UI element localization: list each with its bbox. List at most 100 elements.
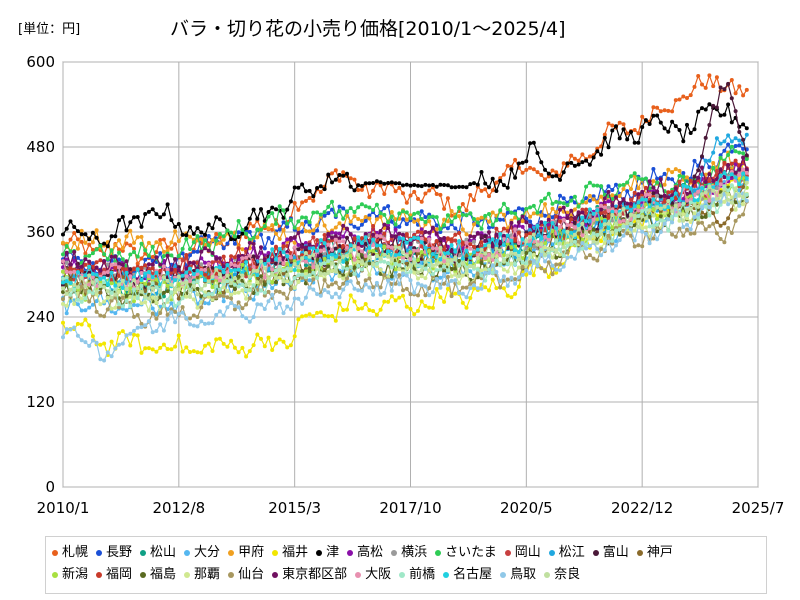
data-point	[386, 278, 391, 283]
data-point	[94, 272, 99, 277]
data-point	[696, 175, 701, 180]
data-point	[274, 231, 278, 236]
data-point	[240, 256, 245, 261]
data-point	[692, 127, 697, 132]
data-point	[397, 282, 402, 287]
data-point	[378, 180, 383, 185]
data-point	[247, 229, 252, 234]
data-point	[744, 157, 749, 161]
data-point	[546, 174, 551, 179]
data-point	[262, 282, 267, 287]
data-point	[311, 265, 316, 270]
data-point	[681, 233, 686, 238]
data-point	[356, 307, 361, 311]
data-point	[307, 188, 312, 193]
data-point	[382, 192, 387, 196]
data-point	[105, 273, 110, 277]
data-point	[487, 212, 491, 216]
data-point	[307, 273, 312, 278]
data-point	[191, 313, 196, 318]
data-point	[124, 286, 129, 291]
data-point	[722, 175, 727, 180]
data-point	[221, 264, 226, 269]
data-point	[524, 220, 529, 225]
data-point	[135, 254, 140, 259]
data-point	[229, 301, 234, 305]
data-point	[285, 207, 290, 212]
data-point	[240, 270, 245, 275]
data-point	[105, 262, 110, 267]
data-point	[591, 256, 596, 261]
data-point	[326, 290, 331, 295]
data-point	[438, 192, 443, 197]
data-point	[124, 293, 129, 298]
data-point	[165, 278, 170, 283]
data-point	[326, 204, 331, 209]
data-point	[494, 180, 499, 185]
data-point	[651, 213, 656, 218]
grid-lines	[62, 61, 759, 488]
data-point	[367, 255, 372, 260]
data-point	[587, 180, 592, 185]
data-point	[543, 241, 547, 246]
data-point	[662, 126, 667, 131]
data-point	[427, 286, 432, 291]
data-point	[733, 200, 738, 205]
data-point	[143, 289, 148, 294]
data-point	[79, 268, 84, 273]
legend-label: 仙台	[238, 567, 265, 582]
data-point	[333, 234, 338, 239]
data-point	[79, 308, 84, 313]
data-point	[318, 258, 323, 263]
data-point	[285, 261, 290, 266]
data-point	[625, 189, 630, 194]
data-point	[150, 281, 155, 286]
data-point	[673, 203, 678, 208]
data-point	[681, 139, 686, 144]
data-point	[244, 296, 249, 301]
data-point	[195, 226, 200, 231]
legend-label: 津	[326, 545, 340, 560]
data-point	[490, 237, 495, 242]
data-point	[300, 182, 305, 187]
data-point	[427, 249, 432, 253]
data-point	[68, 219, 73, 224]
data-point	[744, 176, 749, 181]
data-point	[326, 254, 331, 259]
data-point	[113, 292, 118, 297]
data-point	[524, 233, 529, 237]
data-point	[386, 226, 391, 231]
data-point	[445, 196, 450, 201]
data-point	[688, 231, 693, 236]
data-point	[154, 329, 159, 333]
data-point	[442, 255, 447, 260]
data-point	[356, 226, 361, 231]
data-point	[460, 184, 465, 189]
data-point	[685, 216, 689, 221]
data-point	[105, 289, 110, 294]
data-point	[513, 238, 518, 243]
legend-marker	[272, 571, 279, 578]
data-point	[386, 223, 391, 228]
data-point	[102, 314, 107, 319]
data-point	[188, 283, 192, 287]
data-point	[176, 287, 181, 292]
y-tick-label: 480	[26, 138, 55, 156]
data-point	[453, 238, 458, 243]
data-point	[120, 246, 125, 251]
data-point	[161, 328, 166, 333]
data-point	[528, 235, 533, 239]
data-point	[677, 211, 682, 216]
data-point	[617, 212, 622, 217]
data-point	[610, 225, 615, 230]
data-point	[681, 197, 686, 201]
data-point	[487, 288, 491, 293]
data-point	[188, 279, 192, 284]
data-point	[61, 240, 65, 245]
data-point	[311, 228, 316, 233]
data-point	[647, 200, 652, 205]
data-point	[733, 91, 738, 96]
data-point	[677, 97, 682, 102]
data-point	[543, 269, 547, 274]
data-point	[169, 240, 174, 245]
